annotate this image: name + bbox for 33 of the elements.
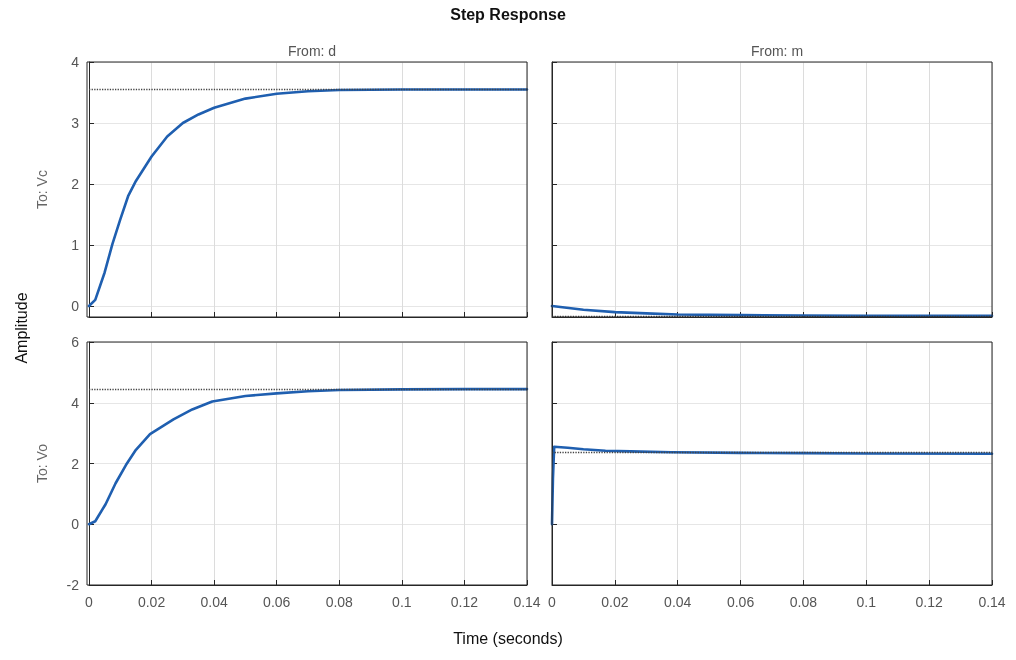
y-tick-label: 2	[71, 455, 80, 472]
x-tick-label: 0.06	[263, 594, 291, 610]
y-axis-title: To: Vc	[34, 170, 50, 209]
x-tick-label: 0.02	[137, 594, 166, 610]
y-tick-label: 4	[71, 54, 80, 70]
y-tick-label: 0	[71, 516, 80, 533]
x-tick-label: 0.08	[325, 594, 354, 610]
text: Step Response	[449, 6, 567, 24]
y-axis-title: To: Vo	[34, 443, 50, 483]
x-tick-label: 0.12	[915, 594, 943, 610]
y-tick-label: 4	[71, 394, 80, 411]
x-tick-label: 0.12	[450, 594, 479, 610]
y-tick-label: 3	[71, 115, 80, 131]
x-tick-label: 0.1	[392, 594, 412, 610]
x-tick-label: 0	[85, 594, 94, 610]
x-tick-label: 0.04	[200, 594, 228, 610]
y-tick-label: 2	[71, 176, 80, 193]
x-tick-label: 0.08	[789, 594, 818, 610]
x-tick-label: 0.1	[856, 594, 877, 610]
x-tick-label: 0.04	[664, 594, 692, 610]
y-tick-label: 1	[71, 237, 80, 254]
x-tick-label: 0.02	[601, 594, 629, 610]
x-tick-label: 0.06	[726, 594, 755, 610]
chart-title: From: d	[287, 43, 337, 59]
text: Amplitude	[13, 292, 31, 364]
x-tick-label: 0	[548, 594, 557, 610]
y-tick-label: -2	[66, 577, 80, 593]
x-tick-label: 0.14	[978, 594, 1006, 610]
text: Time (seconds)	[452, 630, 564, 648]
x-tick-label: 0.14	[513, 594, 541, 610]
chart-title: From: m	[750, 43, 804, 59]
y-tick-label: 0	[71, 298, 80, 315]
y-tick-label: 6	[71, 334, 80, 350]
